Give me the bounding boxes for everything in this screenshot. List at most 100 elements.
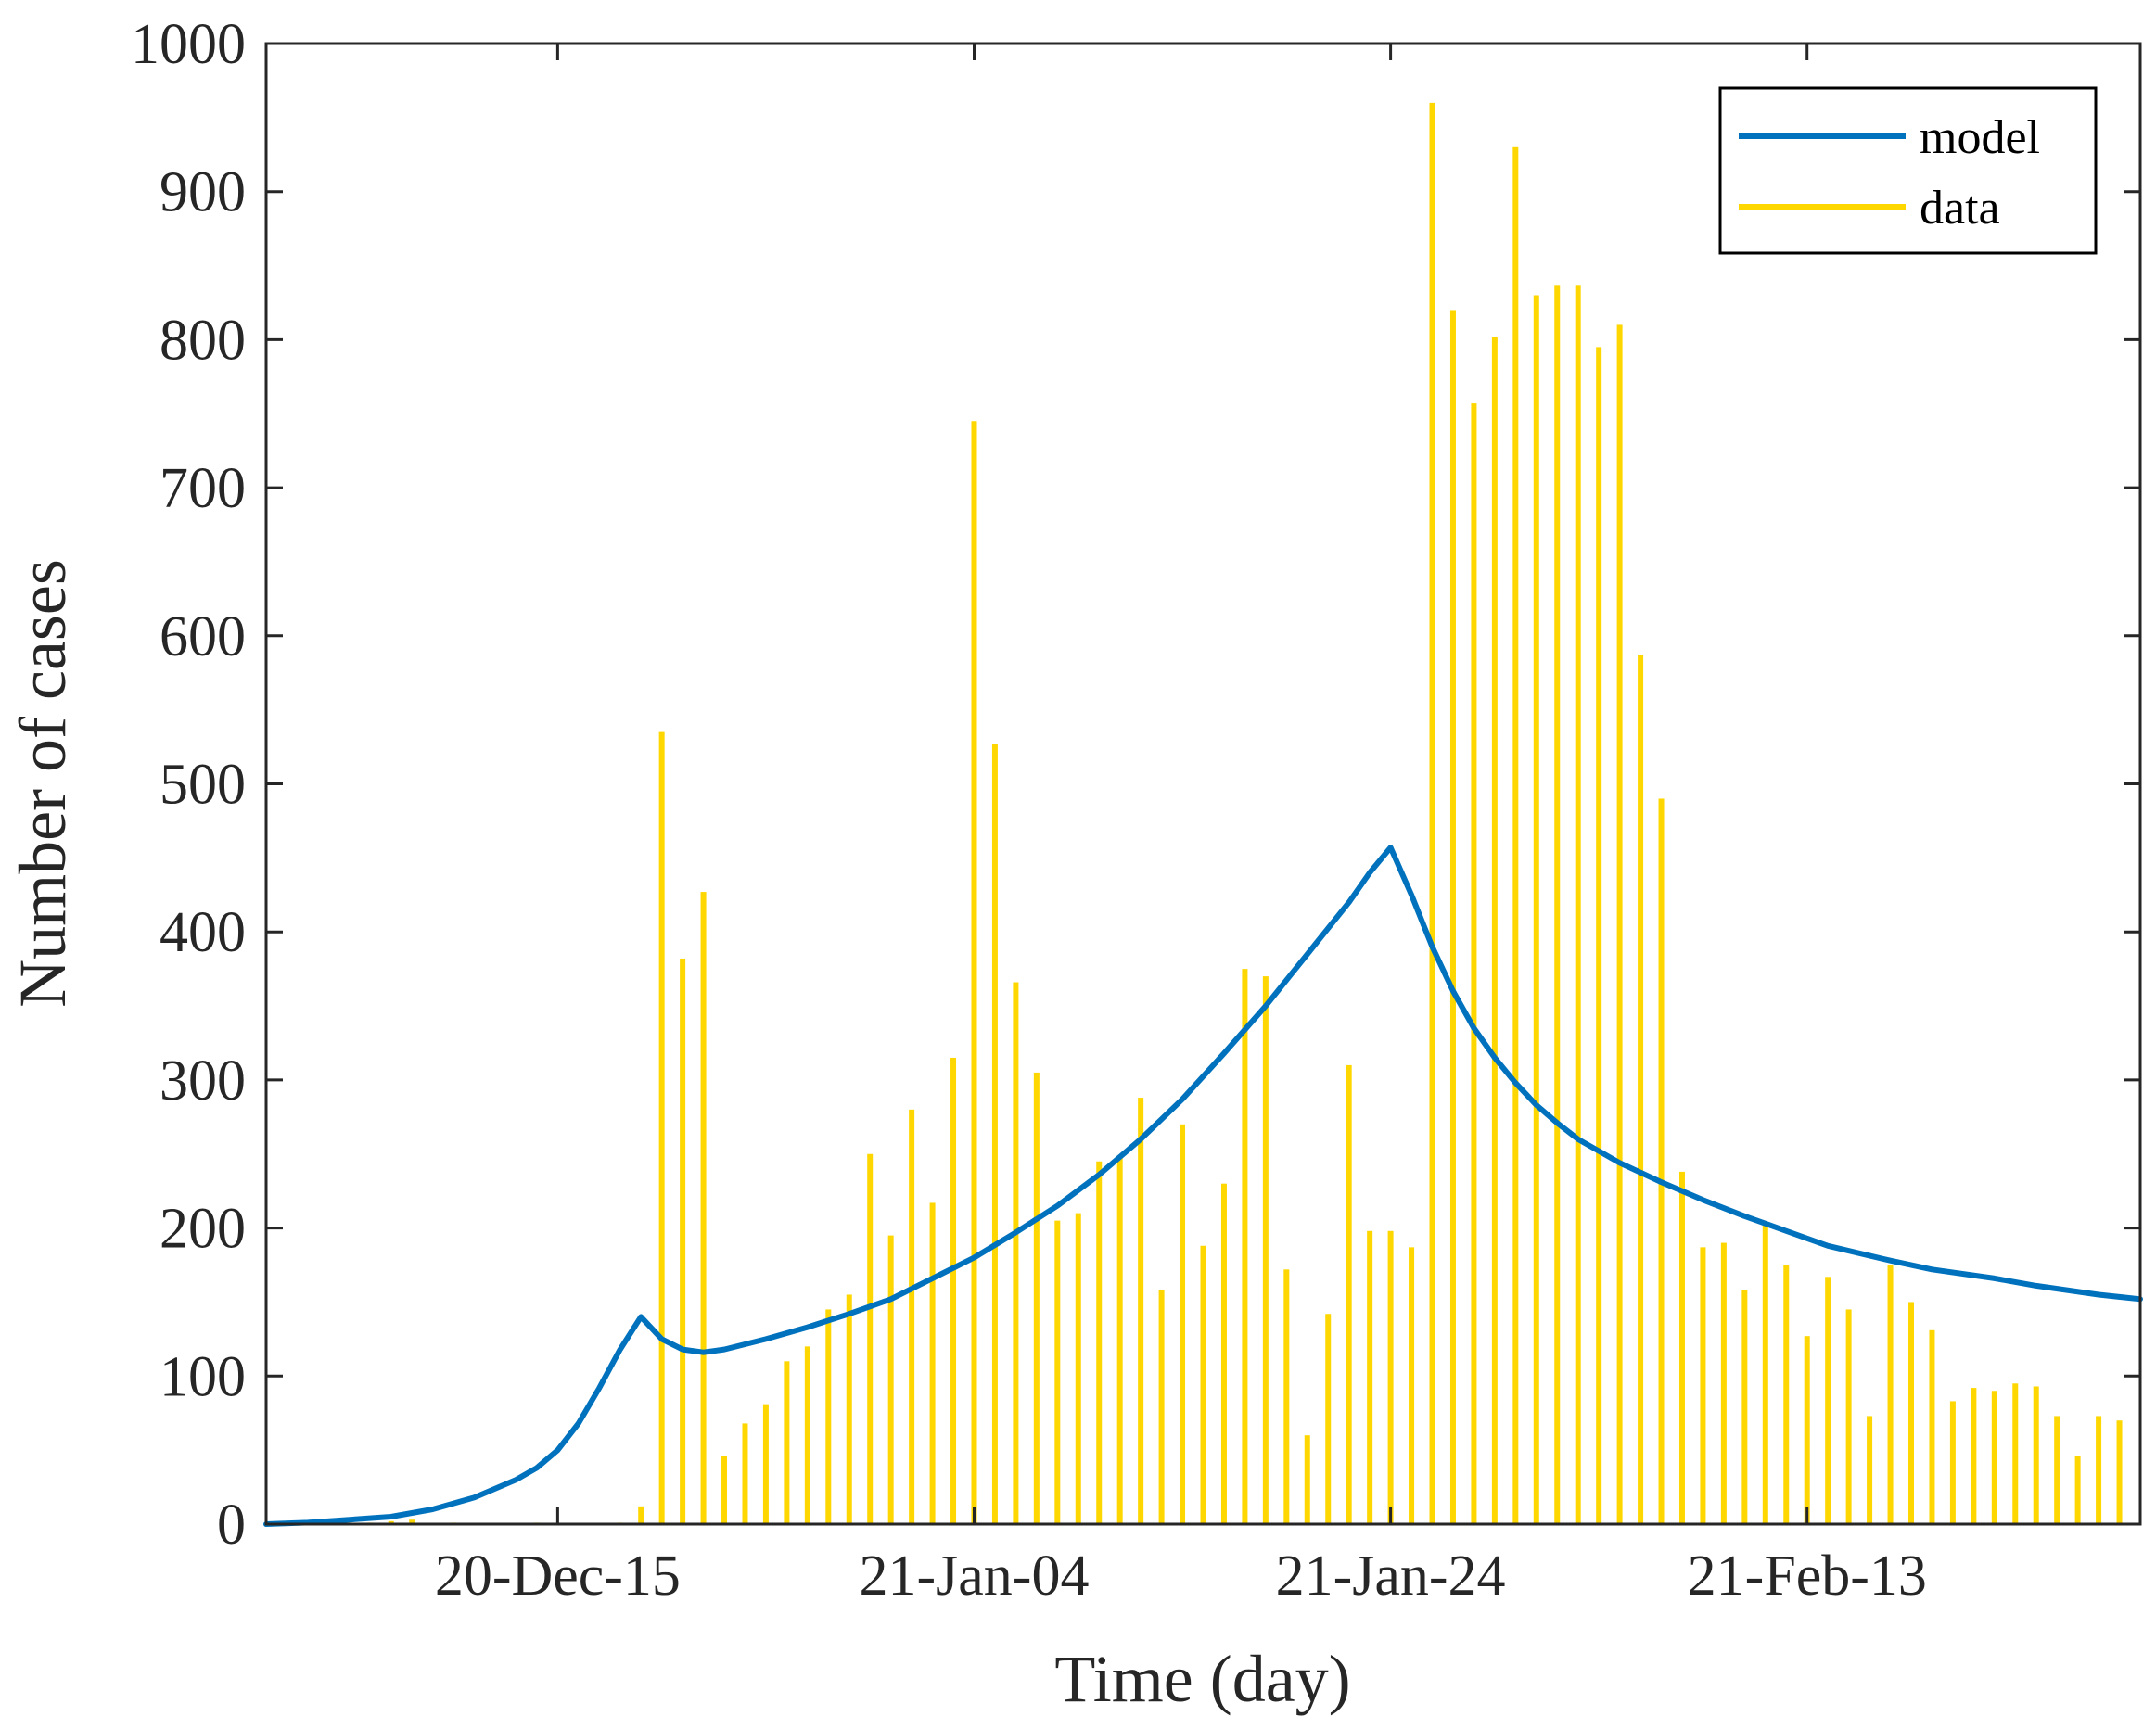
data-bar [1533,295,1539,1524]
y-tick-label: 400 [159,901,246,964]
data-bar [1491,337,1498,1524]
data-bar [1075,1213,1081,1524]
data-bar [638,1506,644,1524]
model-line-layer [263,845,2143,1527]
data-bar [1991,1391,1997,1524]
data-bar [971,421,977,1524]
x-tick-label: 20-Dec-15 [435,1545,681,1608]
data-bar [762,1404,769,1524]
data-bar [1971,1388,1977,1524]
y-tick-label: 900 [159,161,246,224]
data-bar [1720,1242,1727,1524]
data-bars [325,102,2123,1525]
data-bar [1867,1416,1873,1524]
data-bar [1116,1156,1123,1524]
data-bar [1449,310,1456,1525]
data-bar [2116,1420,2123,1524]
data-bar [658,731,665,1524]
data-bar [867,1153,874,1524]
data-bar [1283,1269,1290,1524]
data-bar [1033,1072,1040,1524]
y-tick-label: 800 [159,309,246,372]
data-bar [2012,1383,2019,1524]
data-bar [742,1423,748,1524]
data-bar [804,1346,810,1524]
data-bar [1138,1098,1144,1524]
data-bar [1180,1124,1186,1524]
data-bar [1845,1309,1852,1524]
data-bar [1741,1290,1748,1524]
data-bar [1409,1247,1415,1524]
data-bar [784,1361,790,1524]
data-bar [2074,1456,2081,1524]
data-bar [1929,1329,1935,1524]
data-bar [680,958,686,1524]
data-bar [1158,1290,1165,1524]
data-bar [1658,798,1665,1524]
data-bar [929,1202,936,1524]
data-bar [2096,1416,2102,1524]
data-bar [846,1294,852,1524]
data-bar [1220,1183,1227,1524]
x-axis-ticks: 20-Dec-15 21-Jan-04 21-Jan-24 21-Feb-13 [435,44,1927,1608]
data-bar [887,1235,894,1524]
data-bar [825,1309,832,1524]
data-bar [1325,1314,1332,1524]
data-bar [1512,146,1519,1524]
data-bar [1262,976,1269,1524]
data-bar [1200,1245,1206,1524]
data-bar [1554,285,1561,1524]
data-bar [1596,347,1602,1524]
y-tick-label: 300 [159,1049,246,1112]
data-bar [950,1057,957,1524]
y-tick-label: 600 [159,605,246,668]
data-bar [409,1519,415,1524]
data-bar [1471,403,1477,1524]
y-tick-label: 500 [159,754,246,817]
y-tick-label: 1000 [131,13,246,76]
data-bar [1242,969,1248,1524]
data-bar [1783,1265,1790,1524]
data-bar [1638,655,1644,1524]
x-tick-label: 21-Jan-04 [860,1545,1090,1608]
data-bar [991,744,998,1524]
y-axis-ticks: 0 100 200 300 400 500 600 700 800 900 1000 [131,13,2140,1557]
y-tick-label: 0 [217,1494,246,1557]
y-tick-label: 100 [159,1345,246,1408]
data-bar [1387,1230,1394,1524]
data-bar [2054,1416,2060,1524]
legend-box [1718,86,2098,255]
x-tick-label: 21-Feb-13 [1688,1545,1927,1608]
legend-model-label: model [1920,111,2040,164]
data-bar [1616,324,1623,1525]
data-bar [1304,1435,1310,1524]
data-bar [1013,982,1019,1524]
data-bar [1429,102,1435,1524]
data-bar [1054,1220,1061,1524]
data-bar [1096,1161,1103,1524]
y-axis-label: Number of cases [6,559,80,1008]
y-tick-label: 200 [159,1198,246,1261]
model-line [263,845,2143,1527]
data-bar [388,1520,394,1524]
data-bar [1804,1336,1810,1524]
data-bar [721,1456,728,1524]
data-bar [1762,1225,1768,1524]
data-bar [700,892,707,1524]
legend-data-label: data [1920,182,2000,235]
data-bar [2033,1386,2039,1524]
x-axis-label: Time (day) [1054,1642,1350,1716]
data-bar [1367,1230,1373,1524]
data-bar [1346,1064,1352,1524]
y-tick-label: 700 [159,457,246,520]
data-bar [1700,1247,1706,1524]
data-bar [1575,285,1581,1524]
data-bar [1678,1171,1685,1524]
data-bar [1825,1277,1831,1524]
data-bar [909,1109,915,1524]
data-bar [1949,1401,1956,1524]
data-bar [1907,1302,1914,1524]
legend: model data [1718,86,2098,255]
data-bar [1887,1265,1894,1524]
